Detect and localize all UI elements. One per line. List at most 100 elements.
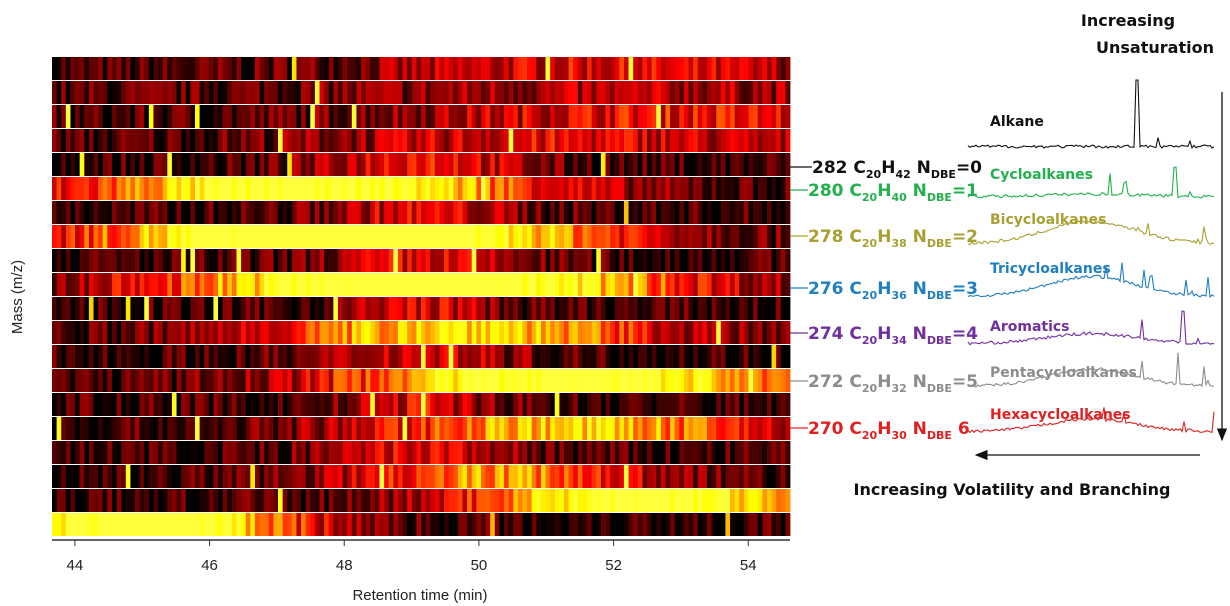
heat-cell [56,297,62,320]
heat-cell [573,57,579,80]
heat-cell [596,201,602,224]
heat-cell [167,369,173,392]
heat-cell [273,417,279,440]
heat-cell [480,489,486,512]
heat-cell [623,225,629,248]
heat-cell [563,465,569,488]
heat-cell [637,441,643,464]
subscript: 20 [862,191,878,204]
heat-cell [725,321,731,344]
heat-cell [739,489,745,512]
heat-cell [504,81,510,104]
heat-cell [545,105,551,128]
heat-cell [453,513,459,536]
heat-cell [121,441,127,464]
heat-cell [356,273,362,296]
heat-cell [167,465,173,488]
heat-cell [642,177,648,200]
heat-cell [730,225,736,248]
heat-cell [241,177,247,200]
heat-cell [181,57,187,80]
heat-cell [434,321,440,344]
heat-cell [181,249,187,272]
heat-cell [65,129,71,152]
heat-cell [402,321,408,344]
heat-cell [540,105,546,128]
heat-cell [181,465,187,488]
heat-cell [278,345,284,368]
heat-cell [591,249,597,272]
heat-cell [407,273,413,296]
heat-cell [421,129,427,152]
heat-cell [319,417,325,440]
heat-cell [734,81,740,104]
heat-cell [102,201,108,224]
heat-cell [328,81,334,104]
heat-cell [181,441,187,464]
heat-cell [716,441,722,464]
heat-cell [467,393,473,416]
heat-cell [679,129,685,152]
heat-cell [204,177,210,200]
heat-cell [614,57,620,80]
heat-cell [706,177,712,200]
heat-cell [79,201,85,224]
heat-cell [65,201,71,224]
heat-cell [319,369,325,392]
heat-cell [194,441,200,464]
heat-cell [135,105,141,128]
heat-cell [614,105,620,128]
heat-cell [693,417,699,440]
heat-cell [319,393,325,416]
heat-cell [185,441,191,464]
heat-cell [670,369,676,392]
heat-cell [158,153,164,176]
heat-cell [135,441,141,464]
heat-cell [596,393,602,416]
heat-cell [614,249,620,272]
heat-cell [411,441,417,464]
heat-cell [716,105,722,128]
heat-cell [347,393,353,416]
heat-cell [379,177,385,200]
heat-cell [56,81,62,104]
heat-cell [241,345,247,368]
heat-cell [102,393,108,416]
heat-cell [370,153,376,176]
heat-cell [245,249,251,272]
heat-cell [227,201,233,224]
heat-cell [324,105,330,128]
heat-cell [125,513,131,536]
heat-cell [536,321,542,344]
heat-cell [328,441,334,464]
heat-cell [421,321,427,344]
heat-cell [693,225,699,248]
heat-cell [222,441,228,464]
heat-cell [319,273,325,296]
heat-cell [550,441,556,464]
heat-cell [517,321,523,344]
heat-cell [65,369,71,392]
heat-cell [480,57,486,80]
heat-cell [370,489,376,512]
heat-cell [591,273,597,296]
heat-cell [536,489,542,512]
heat-cell [135,177,141,200]
heat-cell [268,129,274,152]
heat-cell [776,57,782,80]
heat-cell [439,417,445,440]
heat-cell [550,489,556,512]
heat-cell [176,321,182,344]
heat-cell [642,249,648,272]
heat-cell [762,81,768,104]
chromatogram [967,310,1215,346]
heat-cell [319,489,325,512]
heat-cell [337,129,343,152]
heat-cell [130,201,136,224]
heat-cell [665,369,671,392]
heat-cell [135,57,141,80]
heat-cell [65,249,71,272]
heat-cell [98,345,104,368]
heat-cell [531,129,537,152]
heat-cell [218,153,224,176]
